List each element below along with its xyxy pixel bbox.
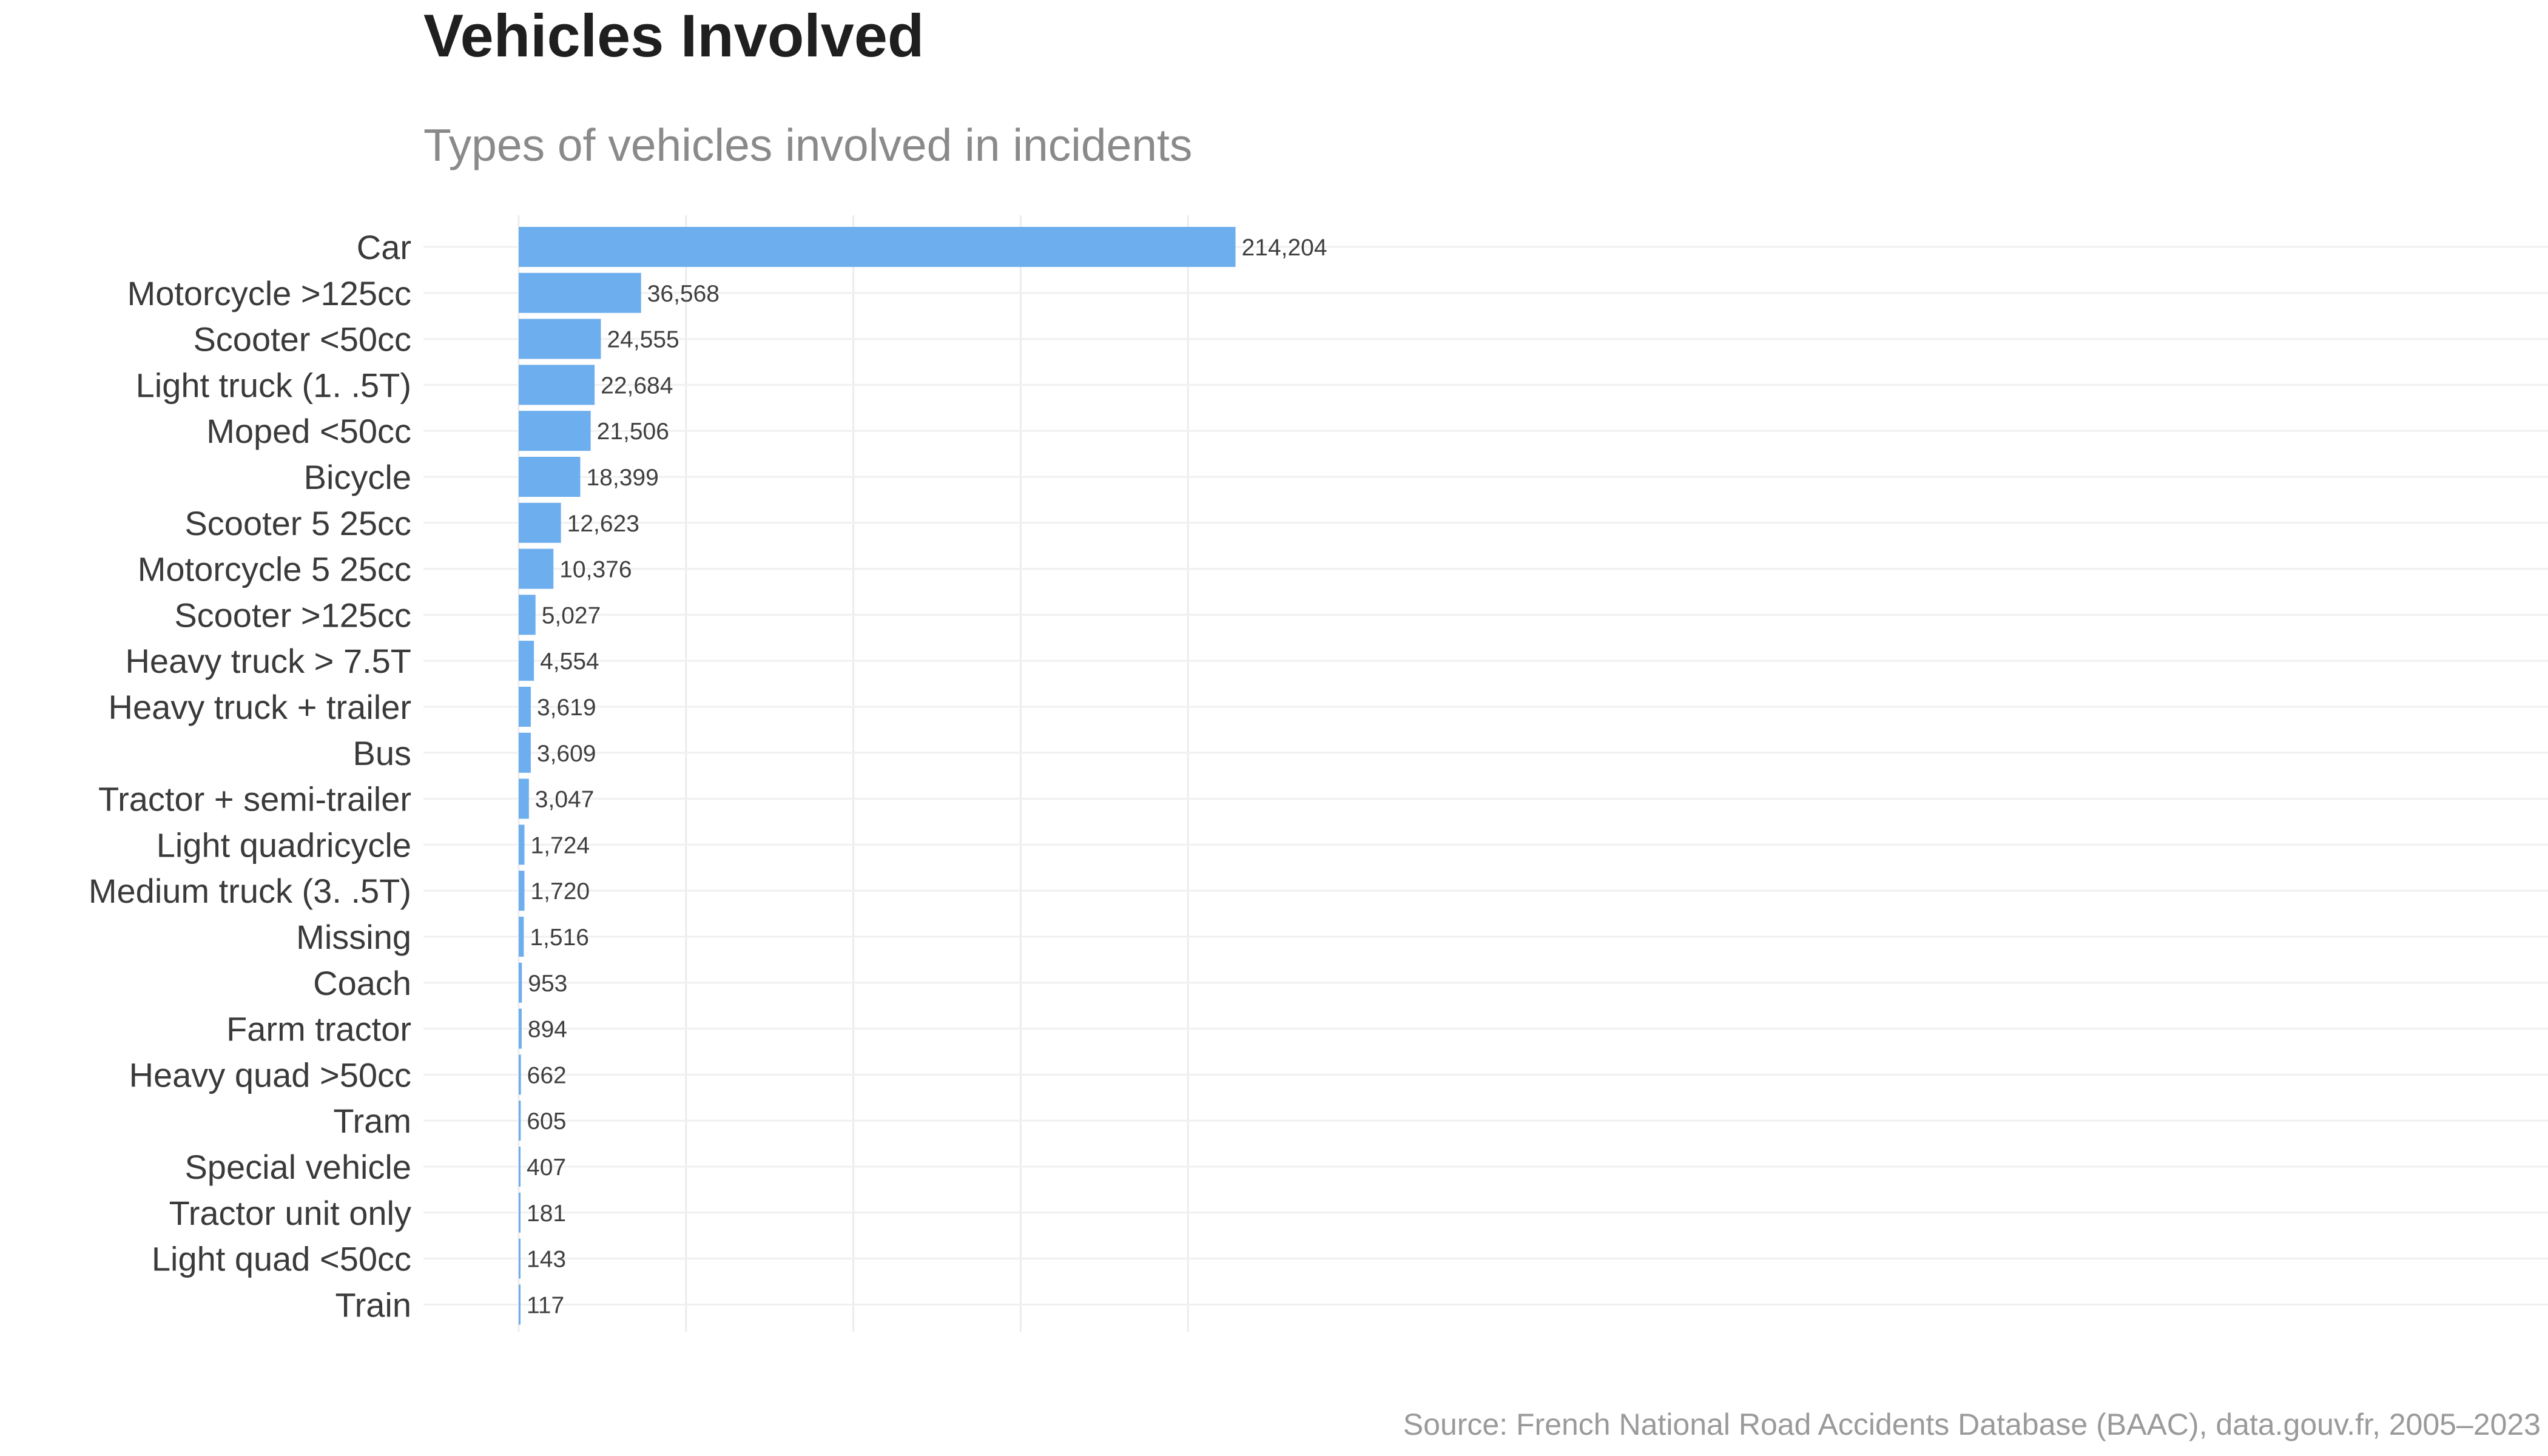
category-label: Tram <box>333 1102 411 1140</box>
bar-value-label: 143 <box>527 1247 566 1273</box>
bar-value-label: 605 <box>527 1108 566 1134</box>
category-label: Bicycle <box>304 458 411 496</box>
category-label: Medium truck (3. .5T) <box>89 872 411 910</box>
bar-value-label: 953 <box>528 971 567 997</box>
bar-value-label: 1,720 <box>530 878 590 905</box>
category-label: Light truck (1. .5T) <box>136 366 411 404</box>
bar <box>519 1284 521 1325</box>
bar <box>519 272 641 313</box>
bar-value-label: 662 <box>527 1062 567 1088</box>
bar-value-label: 18,399 <box>586 465 658 491</box>
bar-value-label: 12,623 <box>567 511 639 537</box>
bar <box>519 411 591 451</box>
bar-value-label: 214,204 <box>1242 235 1327 261</box>
category-label: Moped <50cc <box>206 412 411 450</box>
category-labels: Car Motorcycle >125cc Scooter <50cc Light t… <box>89 228 411 1324</box>
category-label: Tractor + semi-trailer <box>98 780 411 818</box>
bar-value-label: 3,609 <box>537 741 596 767</box>
bar <box>519 365 595 405</box>
category-label: Scooter 5 25cc <box>184 504 411 542</box>
bar-value-label: 1,724 <box>531 832 590 858</box>
bar <box>519 962 522 1003</box>
bar <box>519 1100 521 1141</box>
category-label: Special vehicle <box>184 1148 411 1186</box>
bar <box>519 824 525 865</box>
bar <box>519 778 529 819</box>
category-label: Bus <box>353 734 412 772</box>
bar-value-label: 117 <box>527 1292 564 1318</box>
category-label: Car <box>357 228 411 266</box>
bar <box>519 1192 521 1233</box>
bar-value-label: 5,027 <box>542 602 601 629</box>
category-label: Train <box>335 1286 411 1324</box>
bar <box>519 732 531 773</box>
bar <box>519 917 524 957</box>
category-label: Heavy truck > 7.5T <box>125 642 411 680</box>
category-label: Motorcycle >125cc <box>127 274 411 312</box>
bar-value-label: 3,047 <box>535 787 595 813</box>
bar <box>519 1054 521 1095</box>
bar <box>519 595 536 635</box>
bar-value-label: 1,516 <box>530 925 589 951</box>
category-label: Coach <box>313 964 411 1002</box>
bar-value-label: 181 <box>527 1201 566 1227</box>
bar <box>519 687 531 727</box>
bar <box>519 871 525 911</box>
category-label: Farm tractor <box>226 1010 411 1048</box>
category-label: Scooter >125cc <box>174 596 411 634</box>
bar-value-label: 407 <box>527 1154 566 1181</box>
chart-caption: Source: French National Road Accidents D… <box>1403 1407 2541 1441</box>
category-label: Scooter <50cc <box>193 320 411 359</box>
category-label: Tractor unit only <box>169 1194 411 1232</box>
category-label: Light quadricycle <box>157 826 411 864</box>
bar <box>519 502 561 543</box>
gridlines <box>423 215 2548 1332</box>
bar-value-label: 21,506 <box>597 419 669 445</box>
bar <box>519 1008 522 1049</box>
bar-value-label: 22,684 <box>601 372 673 399</box>
category-label: Heavy truck + trailer <box>109 688 412 726</box>
bar-value-label: 3,619 <box>537 695 596 721</box>
category-label: Heavy quad >50cc <box>129 1056 411 1094</box>
bar <box>519 318 601 359</box>
bar <box>519 1147 521 1187</box>
bars <box>519 227 1236 1325</box>
bar <box>519 548 554 589</box>
bar <box>519 1238 521 1279</box>
bar-value-label: 36,568 <box>647 281 720 307</box>
bar-value-label: 894 <box>528 1017 567 1043</box>
category-label: Motorcycle 5 25cc <box>138 550 411 588</box>
category-label: Missing <box>296 918 411 956</box>
chart-subtitle: Types of vehicles involved in incidents <box>423 120 1193 170</box>
value-labels: 214,204 36,568 24,555 22,684 21,506 18,399 12,… <box>527 235 1327 1318</box>
bar <box>519 457 581 497</box>
bar-value-label: 4,554 <box>540 649 599 675</box>
bar-value-label: 10,376 <box>559 557 632 583</box>
bar <box>519 227 1236 267</box>
bar-value-label: 24,555 <box>607 327 679 353</box>
category-label: Light quad <50cc <box>152 1240 411 1278</box>
bar <box>519 641 534 681</box>
chart-title: Vehicles Involved <box>423 2 925 69</box>
